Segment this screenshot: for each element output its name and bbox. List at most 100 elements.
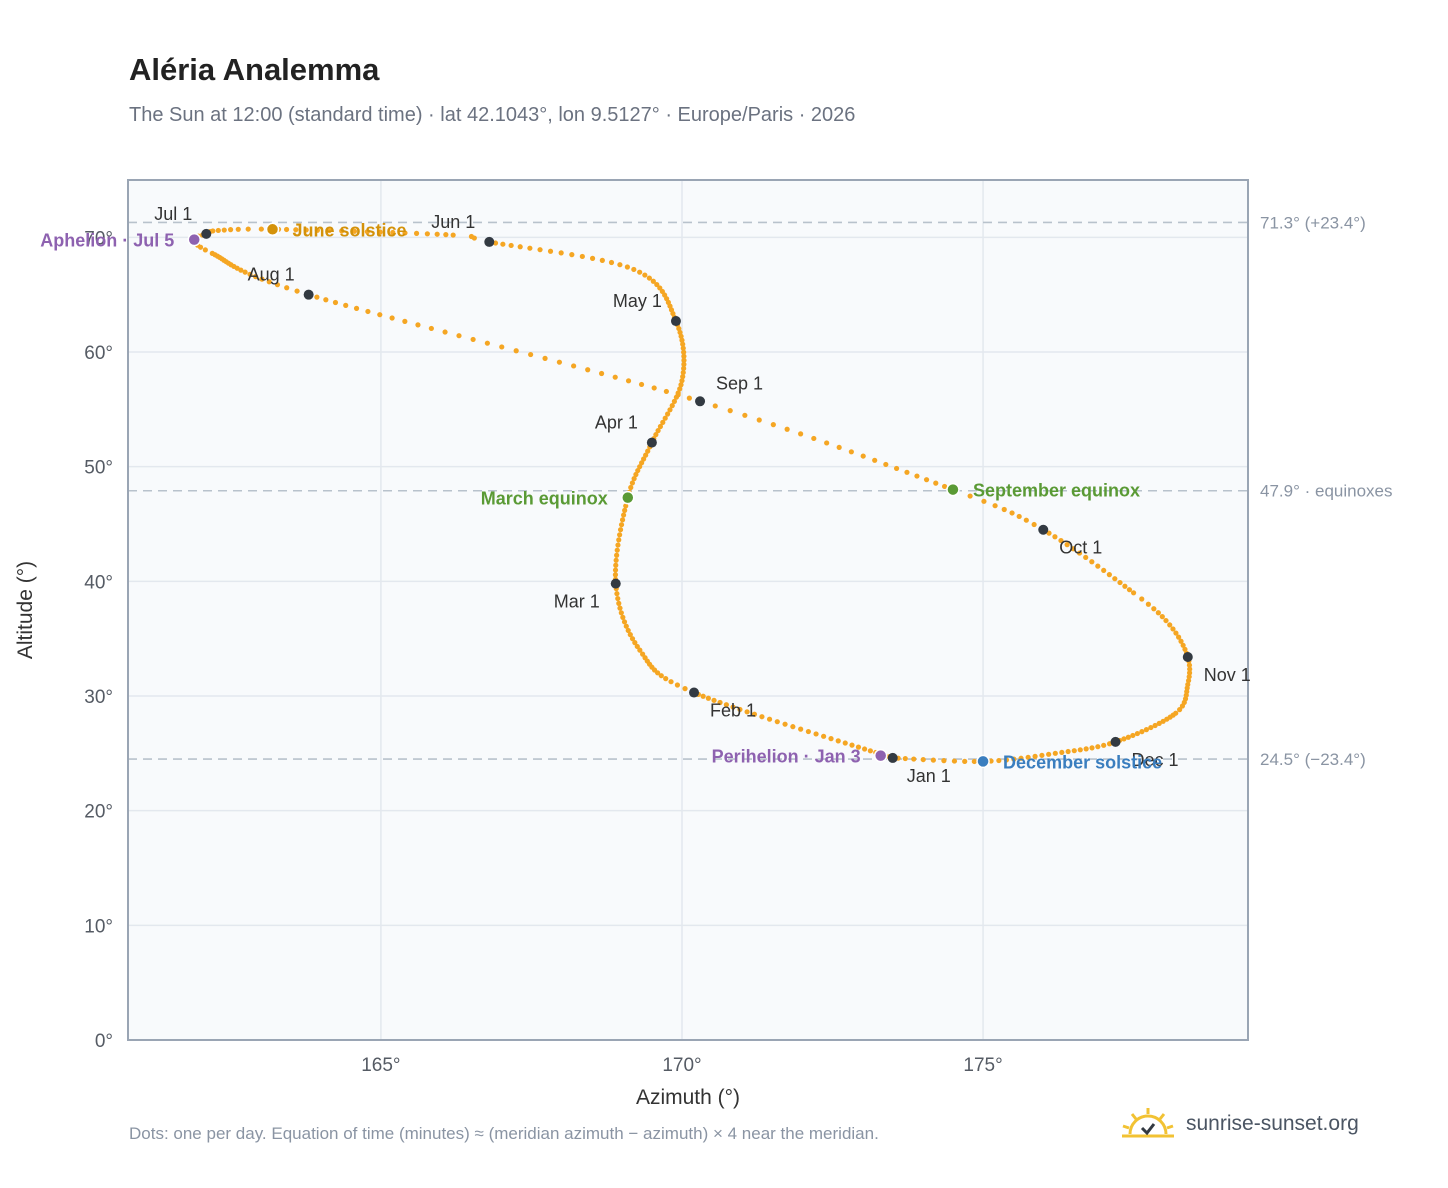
y-tick-label: 0° [95,1031,113,1052]
event-markers: June solstice December solstice March equi… [40,220,1162,772]
day-dot [836,444,842,451]
day-dot [971,758,977,765]
day-dot [1018,755,1024,761]
y-tick-label: 60° [84,343,113,364]
day-dot [1159,614,1165,620]
day-dot [637,269,643,275]
day-dot [751,711,758,717]
day-dot [643,452,649,458]
day-dot [705,695,711,701]
day-dot [1139,596,1145,602]
day-dot [456,333,462,339]
day-dot [678,333,684,339]
month-marker-label: Jun 1 [431,212,475,232]
day-dot [615,595,621,602]
month-marker-dot [1038,524,1049,535]
day-dot [680,345,686,351]
day-dot [1170,626,1176,632]
day-dot [623,503,629,509]
event-marker-label: June solstice [293,220,407,240]
day-dot [631,266,637,273]
x-tick-label: 165° [361,1055,400,1076]
day-dot [364,229,370,235]
event-marker-dot [621,490,635,505]
day-dot [828,736,834,742]
month-marker-label: Sep 1 [716,373,763,393]
event-marker-label: December solstice [1003,752,1162,772]
y-tick-label: 10° [84,916,113,937]
day-dot [646,275,652,281]
day-dot [620,614,626,620]
day-dot [1186,670,1193,676]
day-dot [1106,572,1112,578]
day-dot [227,227,234,233]
day-dot [848,449,854,455]
event-marker-dot [265,222,280,237]
day-dot [923,477,930,483]
day-dot [1059,749,1065,756]
month-marker-dot [201,228,212,239]
day-dot [283,226,290,233]
day-dot [1001,506,1007,513]
day-dot [612,567,619,573]
day-dot [680,341,686,347]
day-dot [679,378,685,384]
brand-logo[interactable]: sunrise-sunset.org [1120,1102,1359,1146]
day-dot [1023,517,1029,523]
day-dot [468,233,475,240]
footnote: Dots: one per day. Equation of time (min… [129,1124,879,1143]
day-dot [658,673,664,679]
day-dot [618,610,624,616]
day-dot [1155,610,1161,616]
y-tick-label: 50° [84,458,113,479]
day-dot [619,517,626,523]
day-dot [902,755,908,762]
day-dot [259,276,265,282]
day-dot [1117,579,1123,586]
day-dot [1077,747,1083,753]
day-dot [638,381,645,388]
day-dot [653,432,659,438]
day-dot [614,552,620,558]
day-dot [221,227,227,233]
day-dot [849,742,855,748]
day-dot [930,757,936,763]
day-dot [614,547,620,553]
day-dot [1126,587,1133,593]
day-dot [1031,521,1037,528]
day-dot [867,748,873,754]
day-dot [1025,754,1031,760]
day-dot [798,431,804,437]
day-dot [911,756,917,762]
day-dot [585,367,591,373]
day-dot [247,271,253,277]
day-dot [635,467,641,474]
day-dot [1089,745,1095,751]
day-dot [1065,748,1071,755]
day-dot [215,227,221,234]
day-dot [618,522,625,528]
day-dot [599,257,605,263]
day-dot [988,758,994,764]
day-dot [629,636,636,642]
day-dot [1083,746,1089,752]
day-dot [744,709,750,715]
day-dot [339,228,345,234]
day-dot [617,527,624,533]
day-dot [967,493,973,499]
day-dot [861,746,868,752]
day-dot [1173,630,1179,636]
day-dot [633,471,639,478]
x-axis-ticks: 165° 170° 175° [361,1055,1002,1076]
day-dot [197,244,204,250]
day-dot [981,498,987,504]
month-marker-dot [646,437,657,448]
day-dot [842,740,848,746]
day-dot [323,297,329,303]
day-dot [470,336,476,343]
day-dot [657,285,663,291]
day-dot [756,417,762,423]
day-dot [737,706,743,713]
day-dot [1083,554,1089,561]
day-dot [759,714,765,720]
